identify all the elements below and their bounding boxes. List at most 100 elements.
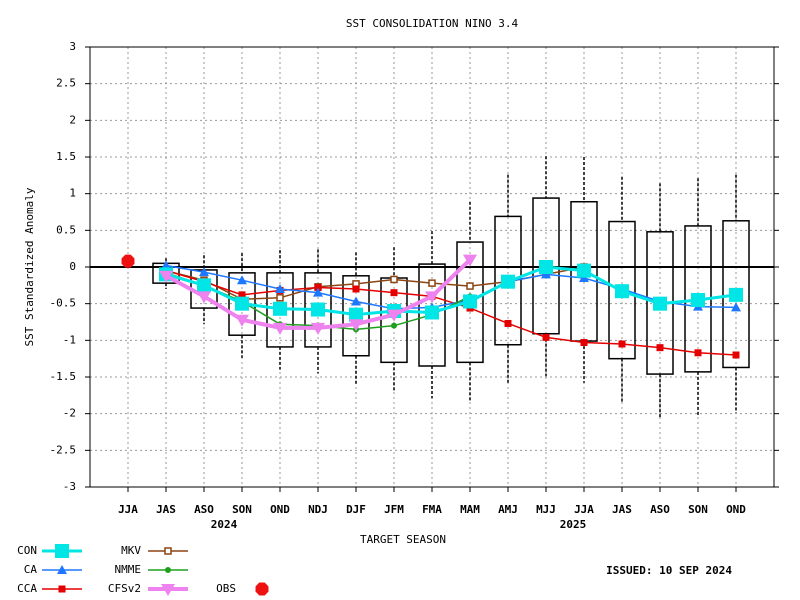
year-label: 2024 [211,518,238,531]
marker [352,285,360,293]
marker [428,279,436,287]
y-tick-label: -3 [63,480,76,493]
marker [542,333,550,341]
y-tick-label: 3 [69,40,76,53]
marker [255,582,269,596]
x-tick-label: FMA [422,503,442,516]
y-tick-label: 1 [69,187,76,200]
marker [390,275,398,284]
marker [311,302,325,317]
marker [732,351,740,359]
marker [351,296,361,306]
marker [387,309,401,322]
y-tick-label: 0.5 [56,223,76,236]
marker [161,260,171,270]
marker [539,260,553,274]
y-tick-label: -2 [63,407,76,420]
marker [425,291,439,304]
marker [466,282,474,290]
x-tick-label: OND [726,503,746,516]
legend-label: CA [24,563,38,576]
marker [656,344,664,352]
year-label: 2025 [560,518,587,531]
box [608,220,636,360]
x-tick-label: JAS [156,503,176,516]
marker [235,314,249,327]
legend-label: CON [17,544,37,557]
marker [729,287,743,302]
x-tick-label: JFM [384,503,404,516]
marker [390,289,398,297]
marker [199,267,209,277]
marker [55,544,69,558]
marker [275,284,285,293]
marker [164,547,172,555]
legend-label: CFSv2 [108,582,141,595]
x-tick-label: DJF [346,503,366,516]
marker [159,270,173,283]
marker [165,567,171,573]
marker [197,291,211,304]
box [532,197,560,335]
marker [618,340,626,348]
marker [273,301,287,316]
x-tick-label: NDJ [308,503,328,516]
y-tick-label: 1.5 [56,150,76,163]
marker [313,287,323,297]
box [722,220,750,369]
marker [197,278,211,293]
x-tick-label: OND [270,503,290,516]
marker [276,294,284,302]
x-tick-label: MAM [460,503,480,516]
marker [161,584,175,596]
x-tick-label: AMJ [498,503,518,516]
marker [349,307,363,322]
x-tick-label: ASO [194,503,214,516]
marker [615,284,629,299]
legend-label: CCA [17,582,37,595]
marker [237,275,247,285]
marker [691,293,705,307]
marker [653,296,667,311]
box [418,263,446,367]
legend-label: MKV [121,544,141,557]
y-tick-label: 2 [69,113,76,126]
marker [731,302,741,312]
chart-title: SST CONSOLIDATION NINO 3.4 [346,17,519,30]
marker [463,254,477,267]
series-line [165,264,737,310]
x-tick-label: JAS [612,503,632,516]
marker [57,565,67,574]
x-tick-label: SON [688,503,708,516]
x-tick-label: JJA [574,503,594,516]
series-line [165,269,737,356]
box [342,275,370,357]
marker [504,319,512,327]
marker [391,322,397,329]
marker [121,254,135,268]
marker [501,274,515,289]
y-tick-label: 0 [69,260,76,273]
marker [273,322,287,335]
y-tick-label: 2.5 [56,77,76,90]
marker [238,291,246,299]
marker [694,349,702,357]
x-tick-label: JJA [118,503,138,516]
issued-note: ISSUED: 10 SEP 2024 [606,564,732,577]
x-tick-label: SON [232,503,252,516]
series-line [165,265,737,317]
x-tick-label: ASO [650,503,670,516]
legend-label: OBS [216,582,236,595]
x-tick-label: MJJ [536,503,556,516]
y-tick-label: -1 [63,333,76,346]
y-tick-label: -1.5 [50,370,77,383]
y-axis-label: SST Standardized Anomaly [23,187,36,346]
marker [577,263,591,278]
marker [580,339,588,347]
x-axis-label: TARGET SEASON [360,533,446,546]
legend-label: NMME [115,563,142,576]
y-tick-label: -0.5 [50,297,77,310]
marker [314,284,322,292]
marker [235,296,249,311]
